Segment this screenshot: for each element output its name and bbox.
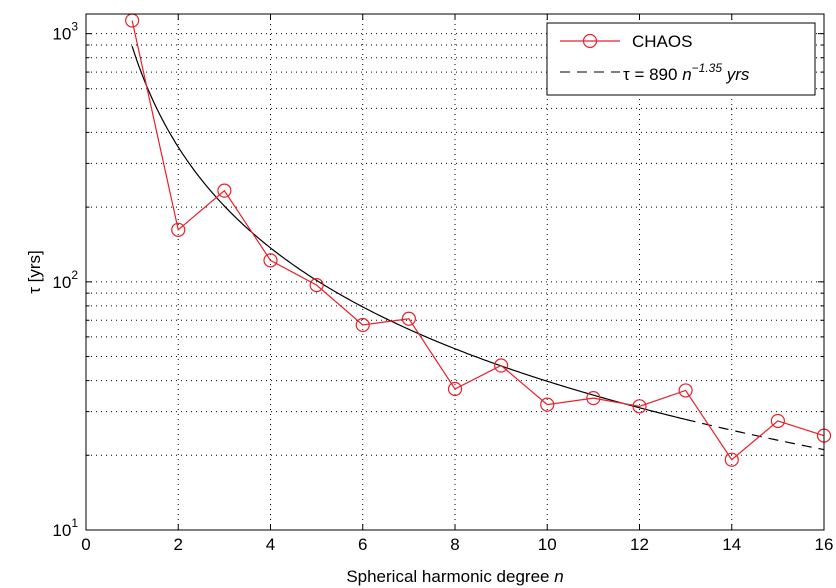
chaos-point	[678, 383, 693, 398]
x-tick-label: 6	[358, 535, 367, 554]
fit-line-solid	[131, 46, 686, 421]
tick-labels: 0 2 4 6 8 10 12 14 16 101 102 103	[52, 20, 833, 554]
legend: CHAOS τ = 890 n−1.35 yrs	[546, 22, 816, 96]
x-tick-label: 0	[81, 535, 90, 554]
chaos-point	[171, 222, 186, 237]
y-tick-label: 102	[52, 268, 78, 292]
legend-fit-label: τ = 890 n−1.35 yrs	[623, 61, 750, 84]
chaos-point	[586, 391, 601, 406]
chaos-point	[724, 452, 739, 467]
chaos-point	[540, 397, 555, 412]
y-tick-label: 103	[52, 20, 78, 44]
plot-frame	[85, 13, 825, 531]
x-tick-label: 8	[450, 535, 459, 554]
chaos-point	[401, 311, 416, 326]
chaos-point	[632, 399, 647, 414]
chaos-point	[447, 381, 463, 397]
x-tick-label: 4	[266, 535, 275, 554]
chaos-point	[263, 253, 278, 268]
x-axis-label: Spherical harmonic degree n	[346, 567, 563, 586]
chaos-point	[355, 317, 370, 333]
x-tick-label: 10	[538, 535, 557, 554]
series-layer	[125, 13, 832, 467]
legend-chaos-label: CHAOS	[632, 32, 692, 51]
y-tick-label: 101	[52, 516, 78, 540]
chaos-point	[494, 358, 509, 373]
chaos-point	[309, 278, 324, 293]
legend-chaos-marker	[582, 33, 598, 49]
x-tick-label: 2	[174, 535, 183, 554]
x-tick-label: 14	[722, 535, 741, 554]
chaos-point	[217, 183, 232, 198]
x-tick-label: 16	[815, 535, 834, 554]
y-axis-label: τ [yrs]	[25, 250, 44, 294]
chaos-point	[770, 413, 785, 429]
x-tick-label: 12	[630, 535, 649, 554]
chaos-line	[131, 20, 825, 461]
